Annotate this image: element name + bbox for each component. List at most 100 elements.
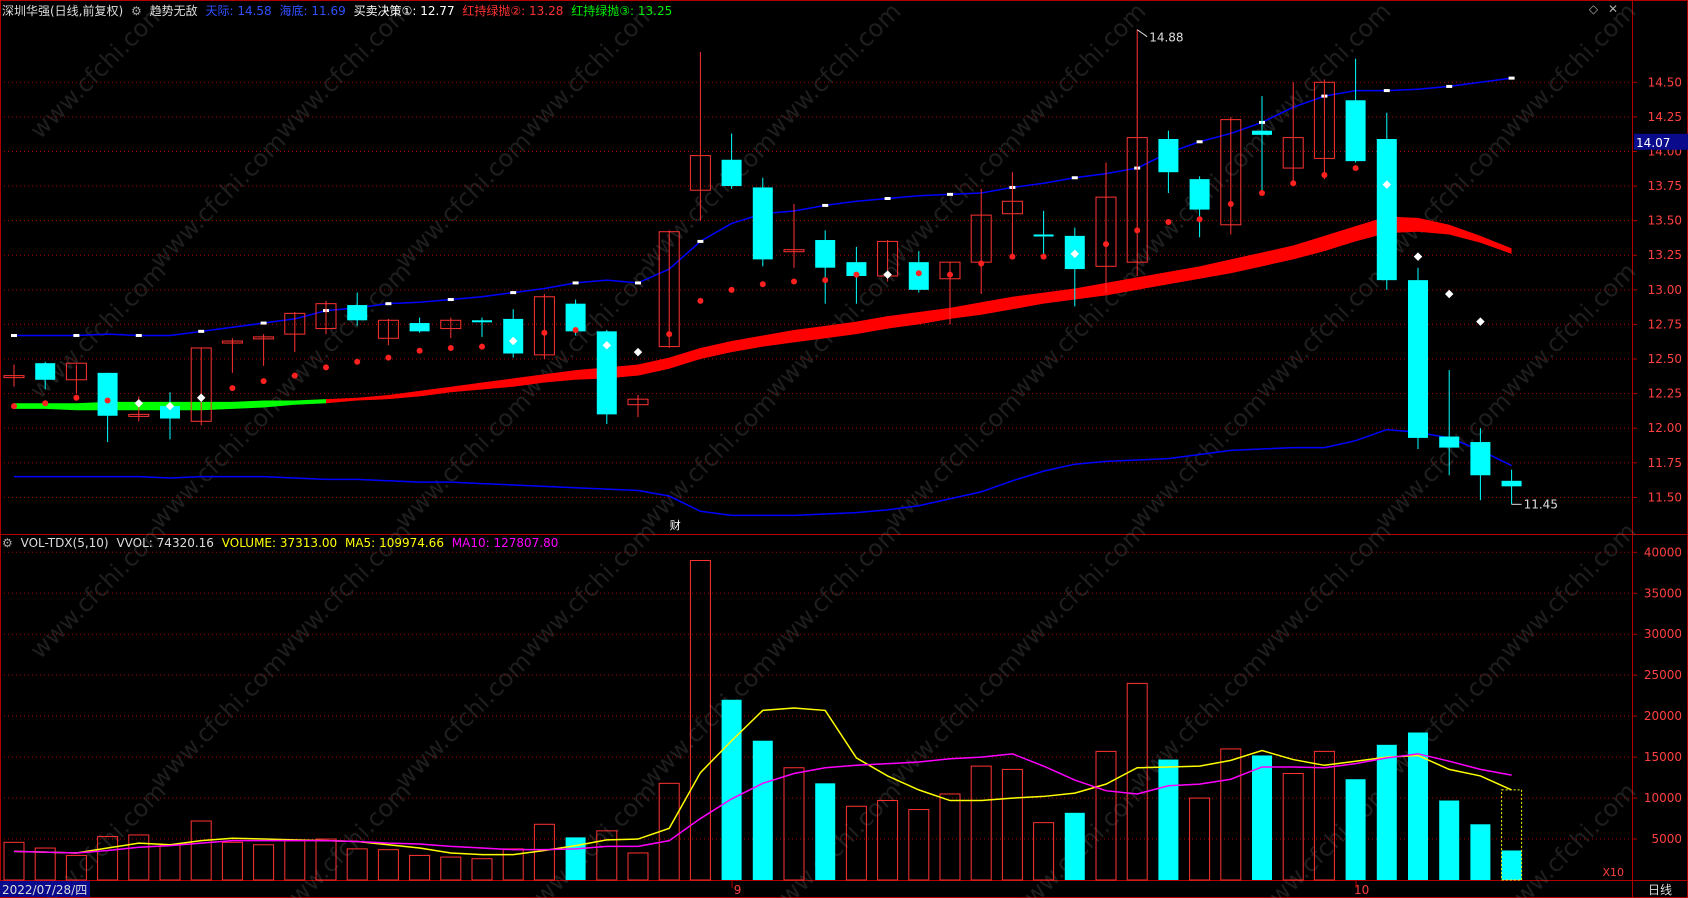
candle-body-down [596,331,617,415]
volume-bar-up [877,800,899,881]
vvol-label: VVOL: [116,536,153,550]
ma5-label: MA5: [344,536,376,550]
band-marker [11,334,17,338]
candle-body-up [783,249,805,253]
volume-bar-up [1189,797,1211,881]
candle-body-down [1470,442,1491,476]
stock-title: 深圳华强(日线,前复权) [2,4,124,18]
volume-bar-up [3,841,25,881]
watermark-text: www.cfchi.com [879,127,1026,274]
decision-dot-red [416,347,423,354]
watermark-text: www.cfchi.com [269,0,416,144]
band-marker [1508,76,1515,80]
band-marker [1071,176,1078,180]
ma10-line [13,753,1512,854]
watermark-layer: www.cfchi.com www.cfchi.com www.cfchi.com w… [24,0,1641,898]
volume-bar-up [939,793,961,881]
ma10-label: MA10: [451,536,490,550]
volume-bar-up [159,844,181,881]
candle-body-up [65,362,87,381]
volume-bar-up [1095,750,1117,881]
decision-dot-white [508,336,518,346]
volume-tick-label: 30000 [1644,627,1682,641]
volume-bar-up [627,852,649,881]
price-tick-label: 11.50 [1648,490,1682,504]
tianmen-value: 14.58 [237,4,272,18]
candle-body-up [315,303,337,330]
decision-dot-red [947,271,953,278]
candle-body-up [253,336,275,340]
volume-bar-down [721,699,742,880]
decision-dot-red [572,326,579,333]
volume-tick-label: 25000 [1644,668,1682,682]
band-marker [822,203,829,207]
watermark-text: www.cfchi.com [144,127,291,274]
volume-bar-up [596,830,618,881]
candle-body-down [409,323,430,332]
volume-bar-down [1064,812,1085,880]
candle-body-up [1126,137,1148,263]
band-marker [572,281,579,285]
candle-body-up [440,319,462,330]
candle-body-up [190,347,212,422]
diamond-icon[interactable]: ◇ [1588,2,1599,16]
candle-body-up [3,375,25,379]
finance-marker: 财 [670,518,681,532]
current-price-box [1634,133,1688,150]
volume-bar-up [34,847,56,881]
decision-dot-red [853,271,860,278]
candle-body-down [846,262,867,276]
decision-dot-red [229,385,236,392]
candle-body-down [1033,234,1054,237]
decision-value: 12.77 [420,4,455,18]
candle-body-up [1220,119,1242,226]
band-marker [697,239,704,243]
volume-bar-down [1252,755,1272,880]
band-marker [635,281,641,285]
volume-scale-tag: X10 [1602,866,1624,879]
ma10-value: 127807.80 [493,536,559,550]
band-marker [447,298,454,302]
decision-dot-red [1103,241,1109,248]
vol-indicator-name: VOL-TDX(5,10) [20,536,109,550]
candle-body-down [1376,139,1397,281]
decision-dot-red [260,378,267,385]
candle-body-up [627,398,649,406]
decision-dot-red [697,297,704,304]
current-price-label: 14.07 [1636,136,1670,150]
gear-icon[interactable]: ⚙ [131,4,142,18]
decision-dot-red [728,286,735,293]
decision-dot-red [291,372,298,379]
gear-icon[interactable]: ⚙ [2,536,13,550]
candle-body-up [1313,81,1335,159]
candle-body-up [284,312,306,335]
indicator-name: 趋势无敌 [149,4,198,18]
volume-label: VOLUME: [221,536,277,550]
decision-dot-red [11,403,17,410]
candle-body-down [1345,100,1366,162]
band-marker [385,302,392,306]
candle-body-down [347,305,368,321]
band-marker [947,192,953,196]
volume-bar-up [190,820,212,881]
watermark-text: www.cfchi.com [1249,0,1396,144]
candle-body-up [128,413,150,417]
volume-bar-up [315,838,337,881]
ma5-line [13,707,1512,856]
volume-bar-up [65,854,87,881]
volume-panel-header: ⚙ VOL-TDX(5,10) VVOL: 74320.16 VOLUME: 3… [2,536,562,550]
hold-green-label: 红持绿抛③: [571,4,635,18]
decision-dot-red [104,397,111,404]
watermark-text: www.cfchi.com [24,0,171,144]
candle-body-up [1001,200,1023,215]
watermark-text: www.cfchi.com [1124,387,1271,534]
candle-body-down [35,363,56,380]
volume-tick-label: 40000 [1644,545,1682,559]
decision-dot-red [1165,219,1172,226]
price-tick-label: 12.75 [1648,317,1682,331]
band-marker [198,329,205,333]
close-icon[interactable]: ✕ [1607,2,1618,16]
price-tick-label: 13.25 [1648,248,1682,262]
last-bar-highlight [1501,789,1523,881]
